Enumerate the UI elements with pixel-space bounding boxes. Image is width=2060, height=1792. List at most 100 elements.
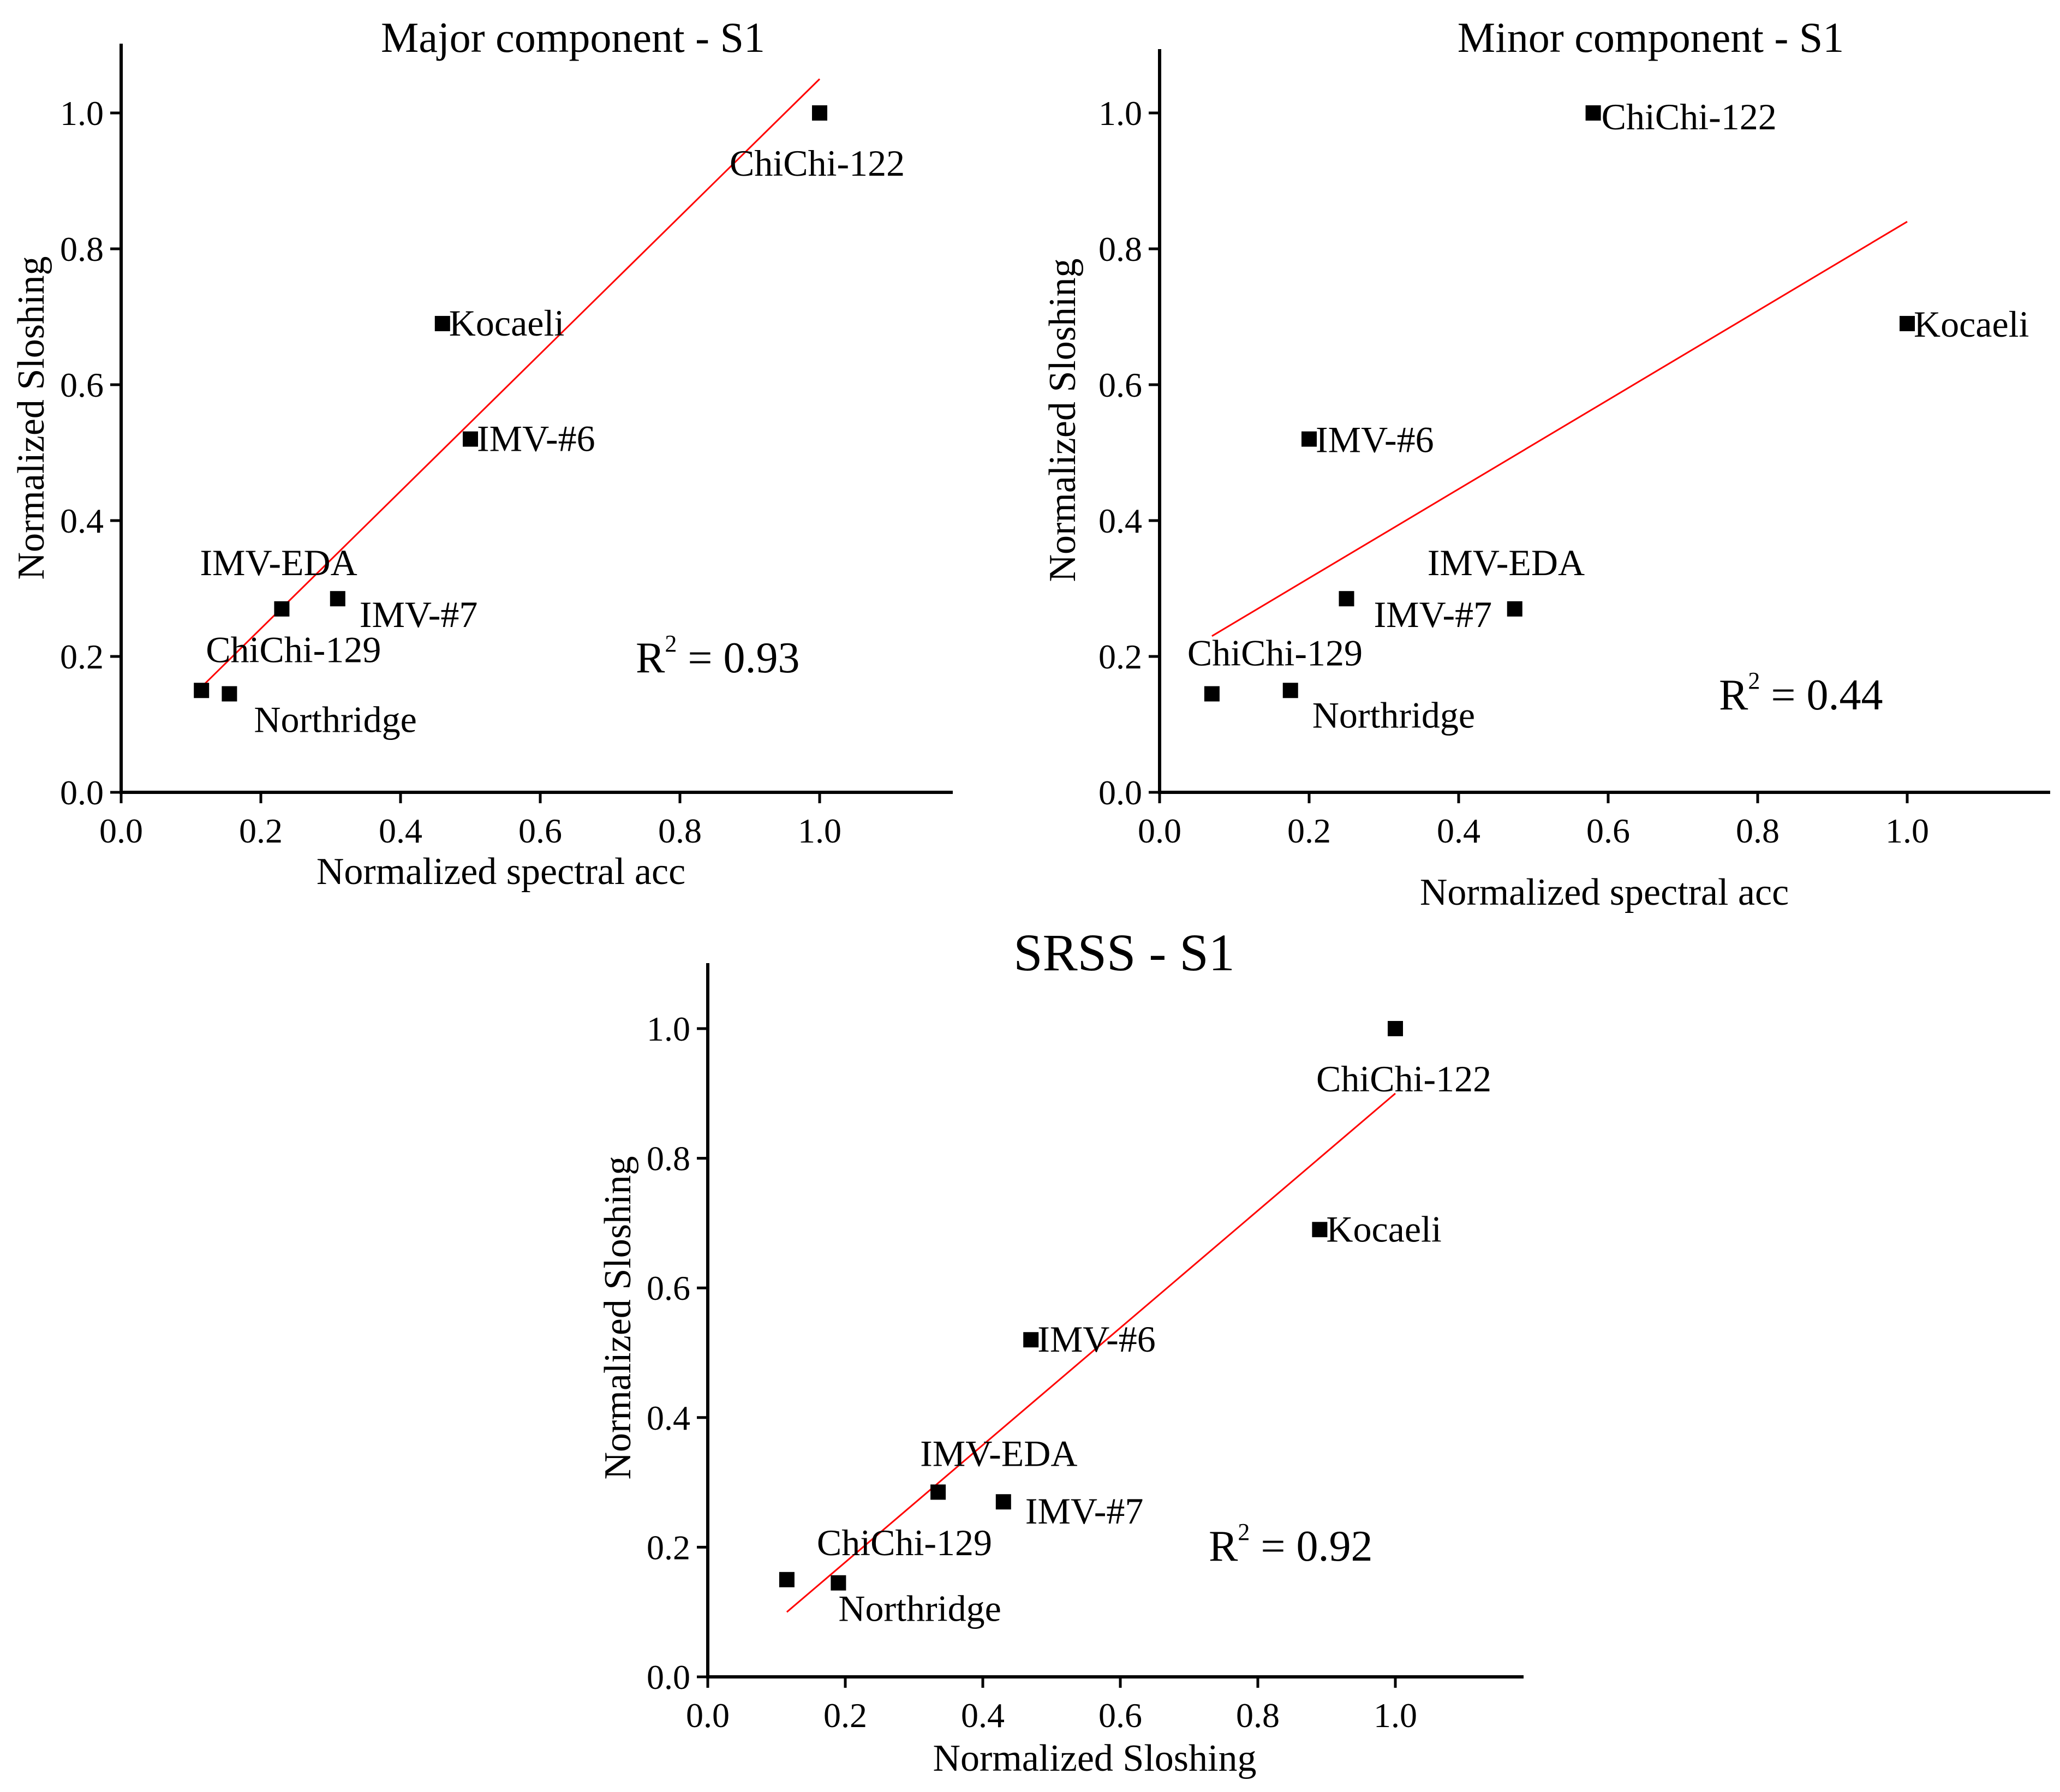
data-point [995,1494,1011,1510]
data-point-label: IMV-#7 [1025,1490,1144,1532]
y-axis-label: Normalized Sloshing [597,1156,639,1480]
data-point [1585,105,1601,121]
r-squared-base: R [1719,671,1748,719]
y-tick-label: 0.6 [1098,366,1142,404]
data-point-label: ChiChi-129 [1187,632,1363,673]
x-tick-label: 0.6 [1098,1696,1142,1735]
data-point-label: IMV-#6 [1037,1318,1156,1360]
y-tick-label: 0.4 [60,501,104,540]
chart-title: Minor component - S1 [1458,14,1844,61]
data-point-label: ChiChi-122 [730,142,905,184]
r-squared-annotation: R2 = 0.92 [1209,1519,1372,1570]
y-tick-label: 0.2 [647,1528,690,1567]
x-tick-label: 0.8 [1236,1696,1280,1735]
y-tick-label: 0.2 [60,637,104,676]
trendline [1211,220,1908,637]
data-point [1900,315,1915,331]
chart-srss: SRSS - S1 0.0 0.2 0.4 0.6 0.8 1.0 0.0 0.2 0.4 0.… [597,923,1524,1779]
data-point [831,1575,846,1591]
y-axis-label: Normalized Sloshing [1042,259,1084,582]
data-point [1301,431,1317,447]
data-point-label: ChiChi-122 [1316,1058,1491,1100]
x-axis-label: Normalized Sloshing [933,1737,1257,1779]
chart-title: SRSS - S1 [1013,923,1235,982]
r-squared-exponent: 2 [1238,1519,1250,1545]
r-squared-exponent: 2 [1748,667,1760,694]
x-tick-label: 1.0 [1885,811,1929,850]
r-squared-exponent: 2 [665,630,677,657]
y-tick-label: 0.8 [1098,230,1142,268]
y-tick-label: 0.0 [647,1658,690,1697]
data-point-label: IMV-#6 [477,418,595,459]
r-squared-annotation: R2 = 0.44 [1719,667,1883,719]
y-tick-label: 0.0 [60,773,104,812]
trendline [201,78,821,688]
data-point [274,601,290,617]
r-squared-base: R [636,634,665,682]
chart-major-component: Major component - S1 0.00.20.40.60.81.0 … [10,14,953,893]
y-tick-label: 0.6 [647,1269,690,1307]
data-point-label: ChiChi-129 [206,629,381,670]
x-tick-label: 0.4 [379,811,422,850]
data-point [434,315,450,331]
y-tick-label: 0.4 [647,1399,690,1437]
x-tick-label: 0.8 [1736,811,1780,850]
data-point-label: IMV-#6 [1316,419,1434,461]
y-tick-label: 0.4 [1098,501,1142,540]
x-tick-label: 0.0 [99,811,143,850]
data-point [1339,591,1354,607]
r-squared-annotation: R2 = 0.93 [636,630,799,682]
y-tick-label: 1.0 [647,1010,690,1048]
y-tick-label: 1.0 [60,94,104,133]
r-squared-base: R [1209,1522,1238,1570]
r-squared-value: = 0.44 [1760,671,1883,719]
x-axis-label: Normalized spectral acc [317,851,685,893]
data-point [194,683,210,698]
data-point [1282,683,1298,698]
data-point [222,686,237,702]
y-tick-label: 0.8 [60,230,104,268]
data-point-label: Northridge [254,698,416,740]
data-point [930,1484,946,1500]
y-axis-label: Normalized Sloshing [10,256,52,580]
data-point-label: IMV-#7 [1374,594,1492,635]
data-point-label: Kocaeli [1326,1208,1441,1250]
chart-title: Major component - S1 [381,14,765,61]
data-point [1388,1021,1403,1036]
data-point [1023,1332,1039,1348]
data-point [330,591,345,607]
y-tick-label: 0.0 [1098,773,1142,812]
data-point [1507,601,1522,617]
trendline [786,1092,1396,1613]
data-point-label: ChiChi-122 [1602,96,1777,138]
y-tick-label: 0.2 [1098,637,1142,676]
x-tick-label: 0.4 [1437,811,1480,850]
data-point-label: Kocaeli [449,302,564,344]
data-point-label: Kocaeli [1914,303,2029,345]
data-point [1204,686,1220,702]
data-point [1312,1222,1328,1238]
x-tick-label: 0.0 [1138,811,1181,850]
data-point [463,431,478,447]
x-tick-label: 1.0 [1374,1696,1417,1735]
data-point-label: Northridge [838,1588,1001,1629]
x-tick-label: 0.6 [1586,811,1630,850]
x-tick-label: 0.8 [658,811,702,850]
data-point-label: IMV-EDA [1428,542,1585,583]
x-axis-label: Normalized spectral acc [1420,871,1789,913]
y-tick-label: 0.6 [60,366,104,404]
data-point-label: ChiChi-129 [817,1522,992,1563]
data-point-label: IMV-EDA [920,1432,1077,1474]
x-tick-label: 0.6 [518,811,562,850]
data-point [812,105,827,121]
data-point [779,1572,795,1587]
y-tick-label: 1.0 [1098,94,1142,133]
x-tick-label: 0.2 [239,811,283,850]
x-tick-label: 0.0 [686,1696,730,1735]
x-tick-label: 0.2 [823,1696,867,1735]
r-squared-value: = 0.93 [677,634,799,682]
data-point-label: Northridge [1312,694,1475,736]
x-tick-label: 1.0 [798,811,841,850]
r-squared-value: = 0.92 [1250,1522,1372,1570]
